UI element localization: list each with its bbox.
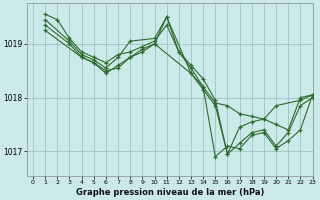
X-axis label: Graphe pression niveau de la mer (hPa): Graphe pression niveau de la mer (hPa) [76,188,264,197]
